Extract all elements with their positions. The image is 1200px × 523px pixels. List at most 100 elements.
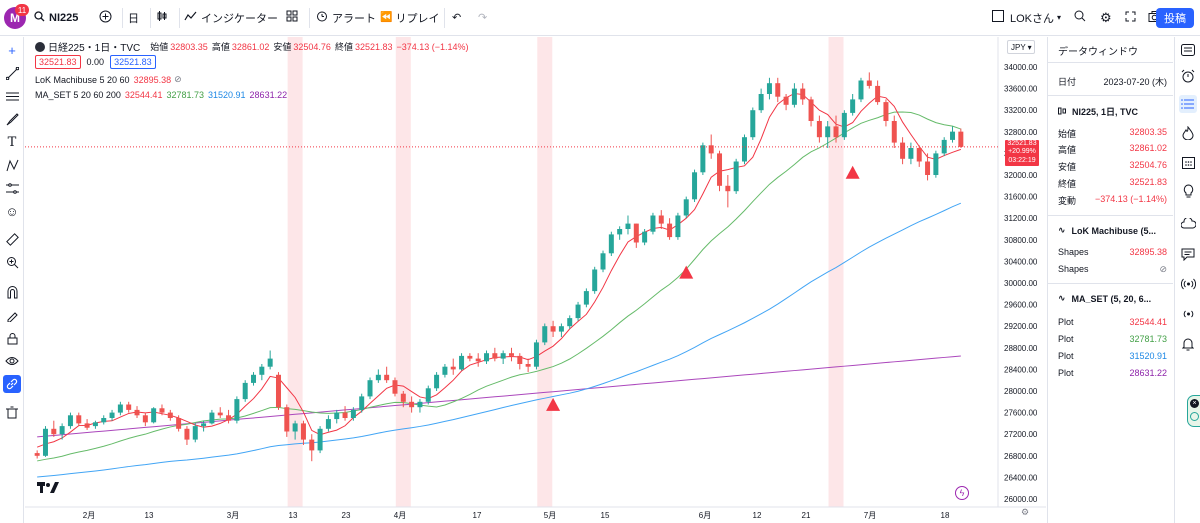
chat-cloud-icon[interactable] bbox=[1179, 215, 1197, 233]
date-label: 日付 bbox=[1058, 77, 1077, 87]
candle-body bbox=[667, 223, 673, 238]
chart-pane[interactable]: 34000.0033600.0033200.0032800.0032400.00… bbox=[25, 37, 1046, 523]
alarm-clock-icon[interactable] bbox=[1179, 67, 1197, 85]
ruler-icon[interactable] bbox=[3, 230, 21, 248]
candle-body bbox=[359, 396, 365, 410]
replay-button[interactable]: ⏪ リプレイ bbox=[374, 0, 445, 36]
candle-body bbox=[642, 231, 648, 243]
data-row: Shapes 32895.38 bbox=[1058, 247, 1167, 257]
emoji-icon[interactable]: ☺ bbox=[5, 203, 19, 219]
candle-body bbox=[151, 408, 157, 423]
data-window-icon[interactable] bbox=[1179, 95, 1197, 113]
horizontal-lines-icon[interactable] bbox=[3, 87, 21, 105]
candle-body bbox=[126, 404, 132, 410]
price-tick-label: 28800.00 bbox=[1004, 344, 1038, 353]
layout-menu[interactable]: LOKさん ▾ bbox=[986, 0, 1067, 36]
row-label: Plot bbox=[1058, 368, 1074, 378]
indicator-legend-lok[interactable]: LoK Machibuse 5 20 60 32895.38 ⊘ bbox=[35, 74, 182, 85]
candle-body bbox=[692, 172, 698, 200]
time-axis-settings-icon[interactable]: ⚙ bbox=[1021, 507, 1030, 517]
chat-bubble-icon[interactable] bbox=[1179, 245, 1197, 263]
highlight-band bbox=[395, 37, 411, 507]
brush-icon[interactable] bbox=[3, 110, 21, 128]
price-tick-label: 26400.00 bbox=[1004, 473, 1038, 482]
templates-button[interactable] bbox=[280, 0, 304, 36]
text-icon[interactable]: T bbox=[7, 134, 17, 150]
hotlist-flame-icon[interactable] bbox=[1179, 124, 1197, 142]
indicator-section-header[interactable]: ∿ LoK Machibuse (5... bbox=[1058, 225, 1169, 236]
link-icon[interactable] bbox=[3, 375, 21, 393]
trash-icon[interactable] bbox=[3, 403, 21, 421]
candle-body bbox=[625, 223, 631, 229]
indicator-icon bbox=[184, 10, 197, 25]
lightning-icon[interactable]: ϟ bbox=[955, 486, 969, 500]
row-value: −374.13 (−1.14%) bbox=[1094, 194, 1167, 204]
signal-icon[interactable] bbox=[1179, 305, 1197, 323]
compare-button[interactable] bbox=[93, 0, 118, 36]
quick-search-button[interactable] bbox=[1068, 0, 1092, 36]
chart-type-button[interactable] bbox=[150, 0, 174, 36]
price-tick-label: 33200.00 bbox=[1004, 106, 1038, 115]
ma60-value: 31520.91 bbox=[208, 90, 246, 100]
eye-icon[interactable] bbox=[3, 352, 21, 370]
price-chart[interactable]: 34000.0033600.0033200.0032800.0032400.00… bbox=[25, 37, 1046, 523]
bell-icon[interactable] bbox=[1179, 335, 1197, 353]
candle-body bbox=[209, 412, 215, 424]
candle-body bbox=[891, 121, 897, 143]
lock-icon[interactable] bbox=[3, 329, 21, 347]
candle-body bbox=[275, 374, 281, 408]
indicators-button[interactable]: インジケーター bbox=[178, 0, 284, 36]
trend-line-icon[interactable] bbox=[3, 64, 21, 82]
gear-icon: ⚙ bbox=[1100, 9, 1112, 25]
settings-button[interactable]: ⚙ bbox=[1094, 0, 1118, 36]
currency-selector[interactable]: JPY ▾ bbox=[1007, 40, 1035, 54]
close-icon[interactable]: × bbox=[1190, 399, 1199, 408]
buy-price-box[interactable]: 32521.83 bbox=[110, 55, 156, 69]
alert-button[interactable]: アラート bbox=[310, 0, 382, 36]
candle-body bbox=[459, 355, 465, 370]
widget-toggle[interactable]: × bbox=[1187, 395, 1200, 427]
broadcast-icon[interactable] bbox=[1179, 275, 1197, 293]
legend-low-label: 安値 bbox=[273, 42, 292, 52]
indicator-legend-maset[interactable]: MA_SET 5 20 60 200 32544.41 32781.73 315… bbox=[35, 90, 287, 100]
symbol-search[interactable]: NI225 bbox=[34, 0, 78, 36]
price-tick-label: 30800.00 bbox=[1004, 236, 1038, 245]
top-toolbar: M 11 NI225 日 インジケーター アラート ⏪ リプレイ ↶ ↷ LOK… bbox=[0, 0, 1200, 36]
candle-body bbox=[658, 215, 664, 224]
sell-price-box[interactable]: 32521.83 bbox=[35, 55, 81, 69]
calendar-icon[interactable] bbox=[1179, 153, 1197, 171]
lightbulb-icon[interactable] bbox=[1179, 182, 1197, 200]
price-tick-label: 26800.00 bbox=[1004, 452, 1038, 461]
candle-body bbox=[67, 415, 73, 427]
crosshair-icon[interactable]: + bbox=[8, 42, 16, 58]
row-label: Plot bbox=[1058, 317, 1074, 327]
row-value: 32504.76 bbox=[1129, 160, 1167, 170]
redo-button[interactable]: ↷ bbox=[472, 0, 493, 36]
candle-body bbox=[958, 131, 964, 147]
indicators-label: インジケーター bbox=[201, 12, 278, 25]
alarm-clock-icon bbox=[316, 10, 328, 25]
undo-button[interactable]: ↶ bbox=[446, 0, 467, 36]
magnet-icon[interactable] bbox=[3, 283, 21, 301]
lock-pencil-icon[interactable] bbox=[3, 306, 21, 324]
publish-button[interactable]: 投稿 bbox=[1156, 8, 1194, 28]
legend-close-label: 終値 bbox=[334, 42, 353, 52]
interval-button[interactable]: 日 bbox=[128, 12, 139, 25]
candle-body bbox=[866, 80, 872, 86]
candle-body bbox=[725, 185, 731, 192]
zoom-in-icon[interactable] bbox=[3, 253, 21, 271]
candle-body bbox=[184, 428, 190, 440]
indicator-section-header[interactable]: ∿ MA_SET (5, 20, 6... bbox=[1058, 293, 1169, 304]
drawing-toolbar: + T ☺ bbox=[0, 37, 24, 523]
watchlist-icon[interactable] bbox=[1179, 41, 1197, 59]
candle-body bbox=[492, 353, 498, 359]
candle-body bbox=[841, 112, 847, 138]
fullscreen-button[interactable] bbox=[1119, 0, 1142, 36]
pattern-icon[interactable] bbox=[3, 156, 21, 174]
candle-body bbox=[192, 426, 198, 440]
row-label: 終値 bbox=[1058, 179, 1077, 189]
date-tick-label: 12 bbox=[753, 511, 762, 520]
symbol-section-header[interactable]: NI225, 1日, TVC bbox=[1058, 105, 1169, 118]
candle-body bbox=[317, 428, 323, 451]
measure-icon[interactable] bbox=[3, 179, 21, 197]
